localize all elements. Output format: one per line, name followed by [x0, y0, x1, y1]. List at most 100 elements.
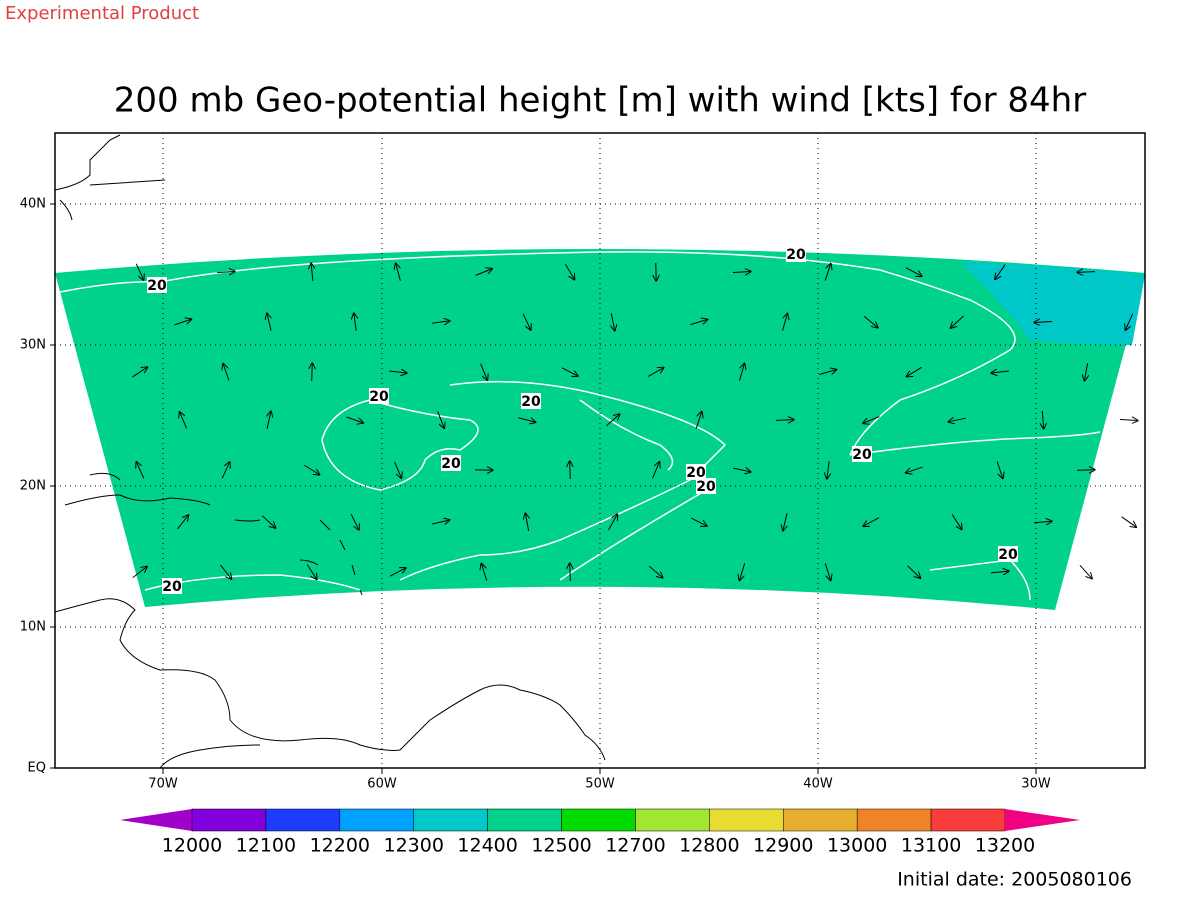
- wind-arrow: [690, 319, 707, 326]
- colorbar-box: [856, 808, 932, 832]
- wind-arrow: [389, 568, 406, 577]
- wind-arrow: [216, 271, 235, 272]
- wind-arrow: [220, 564, 231, 579]
- colorbar-label: 12000: [162, 835, 222, 857]
- wind-arrow: [223, 364, 230, 381]
- colorbar-label: 12300: [384, 835, 444, 857]
- colorbar: 12000 12100 12200 12300 12400 12500 12700 12800…: [120, 808, 1080, 857]
- height-field-high: [960, 262, 1145, 345]
- wind-arrow: [739, 363, 745, 381]
- wind-arrow: [695, 411, 702, 429]
- wind-arrow: [481, 563, 488, 581]
- contour-label-bg: [147, 277, 167, 293]
- contour-label-bg: [686, 464, 706, 480]
- contour-label-bg: [998, 546, 1018, 562]
- lon-label: 60W: [367, 777, 397, 792]
- wind-arrow: [1042, 410, 1043, 429]
- map-title: 200 mb Geo-potential height [m] with win…: [114, 81, 1086, 121]
- graticule: 40N 30N 20N 10N EQ 70W 60W 50W 40W 30W: [20, 133, 1145, 792]
- wind-arrow: [312, 363, 313, 382]
- wind-arrow: [690, 517, 707, 526]
- colorbar-low-triangle: [120, 809, 192, 831]
- wind-arrow: [611, 313, 614, 331]
- contour-label: 20: [998, 547, 1018, 563]
- wind-arrow: [1079, 565, 1092, 578]
- lat-label: 40N: [20, 197, 46, 212]
- height-field: [55, 249, 1145, 610]
- colorbar-box: [635, 808, 710, 832]
- wind-arrow: [262, 515, 275, 528]
- product-note: Experimental Product: [5, 3, 199, 24]
- wind-arrow: [1119, 419, 1138, 420]
- wind-arrow: [132, 367, 147, 378]
- colorbar-box: [709, 808, 784, 832]
- wind-arrow: [221, 462, 230, 479]
- wind-arrow: [863, 517, 880, 527]
- wind-arrow: [267, 313, 271, 331]
- lon-label: 70W: [148, 777, 178, 792]
- contour-label: 20: [696, 479, 716, 495]
- contour-label-bg: [369, 388, 389, 404]
- colorbar-label: 12900: [753, 835, 813, 857]
- wind-arrow: [1121, 516, 1137, 527]
- contour-label-bg: [852, 446, 872, 462]
- colorbar-label: 12500: [531, 835, 591, 857]
- wind-arrow: [350, 513, 359, 530]
- lat-label: 20N: [20, 479, 46, 494]
- wind-arrow: [824, 563, 831, 580]
- colorbar-box: [561, 808, 636, 832]
- wind-arrow: [996, 461, 1003, 478]
- wind-arrow: [522, 313, 531, 330]
- wind-arrow: [732, 272, 751, 273]
- wind-arrow: [1084, 363, 1087, 381]
- wind-arrow: [733, 468, 751, 472]
- lon-label: 40W: [803, 777, 833, 792]
- wind-arrow: [995, 264, 1006, 280]
- contour-label: 20: [441, 456, 461, 472]
- map-field: [55, 134, 1145, 768]
- wind-arrow: [354, 313, 356, 331]
- contour-label-bg: [521, 393, 541, 409]
- wind-arrow: [819, 370, 836, 375]
- wind-arrow: [782, 313, 788, 331]
- initial-date: Initial date: 2005080106: [897, 869, 1132, 891]
- wind-arrow: [739, 563, 746, 580]
- wind-arrow: [177, 515, 188, 530]
- wind-arrow: [948, 418, 966, 422]
- wind-arrow: [267, 411, 271, 429]
- colorbar-label: 13100: [901, 835, 961, 857]
- wind-arrow: [990, 571, 1009, 573]
- wind-arrow: [570, 461, 571, 480]
- contour-label: 20: [786, 247, 806, 263]
- colorbar-label: 12100: [236, 835, 296, 857]
- wind-arrow: [174, 319, 191, 326]
- wind-arrow: [394, 461, 402, 479]
- lon-label: 30W: [1021, 777, 1051, 792]
- wind-arrow: [647, 368, 664, 377]
- contour-label: 20: [686, 465, 706, 481]
- wind-arrow: [346, 416, 364, 423]
- wind-arrow: [432, 520, 450, 524]
- colorbar-box: [413, 808, 488, 832]
- wind-arrow: [951, 514, 962, 529]
- contour-label: 20: [162, 579, 182, 595]
- colorbar-box: [783, 808, 858, 832]
- colorbar-box: [191, 808, 267, 832]
- wind-arrow: [432, 321, 450, 323]
- contour-label-bg: [696, 478, 716, 494]
- wind-arrow: [863, 315, 878, 328]
- colorbar-label: 12800: [679, 835, 739, 857]
- colorbar-box: [930, 808, 1006, 832]
- colorbar-box: [265, 808, 341, 832]
- wind-arrow: [1033, 521, 1052, 523]
- wind-arrow: [824, 263, 831, 281]
- colorbar-label: 13000: [827, 835, 887, 857]
- wind-arrow: [304, 464, 319, 474]
- wind-arrow: [565, 263, 574, 280]
- contour-label-bg: [162, 578, 182, 594]
- colorbar-high-triangle: [1005, 809, 1080, 831]
- contour-label-bg: [786, 246, 806, 262]
- wind-arrow: [179, 412, 187, 429]
- colorbar-label: 12400: [457, 835, 517, 857]
